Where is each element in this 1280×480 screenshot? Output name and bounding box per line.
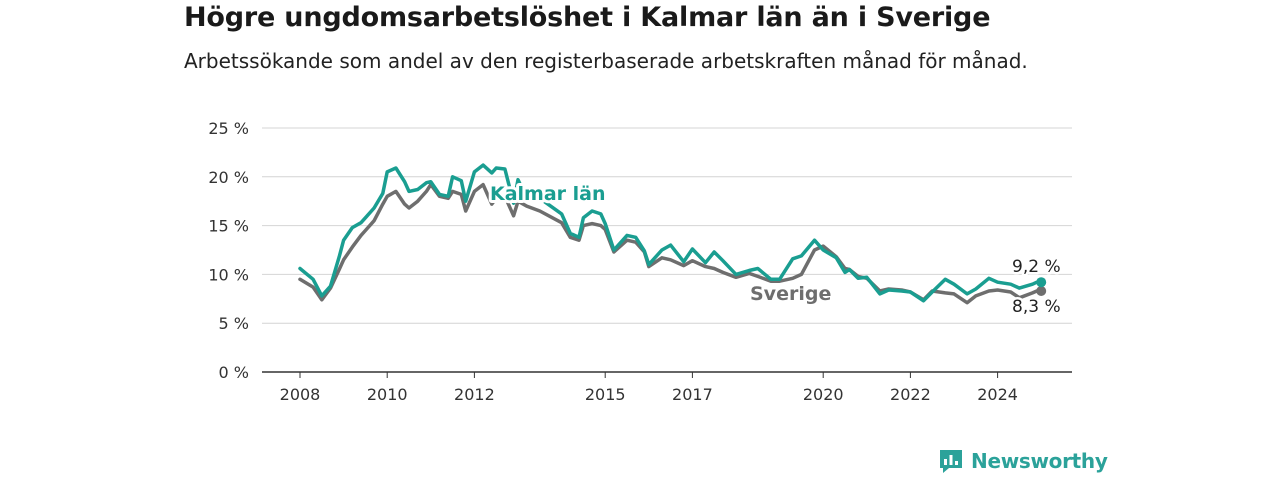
newsworthy-logo: Newsworthy [938, 448, 1108, 474]
label-kalmar-lan: Kalmar län [490, 183, 606, 205]
annotations: Kalmar län Sverige 9,2 % 8,3 % [487, 180, 1063, 320]
bar-chart-speech-bubble-icon [940, 450, 962, 473]
y-tick-label: 20 % [208, 168, 249, 187]
x-tick-label: 2010 [367, 385, 408, 404]
chart-title: Högre ungdomsarbetslöshet i Kalmar län ä… [184, 2, 991, 33]
x-tick-label: 2020 [803, 385, 844, 404]
x-tick-label: 2012 [454, 385, 495, 404]
x-tick-label: 2015 [585, 385, 626, 404]
end-value-label: 8,3 % [1012, 297, 1061, 317]
series-end-point [1036, 285, 1047, 296]
line-chart: 0 % 5 % 10 % 15 % 20 % 25 % 2008 2010 2012 2015 20… [208, 119, 1072, 404]
series-lines [298, 163, 1047, 305]
x-tick-label: 2017 [672, 385, 713, 404]
label-sverige: Sverige [750, 283, 831, 305]
gridlines [262, 127, 1072, 324]
chart-subtitle: Arbetssökande som andel av den registerb… [184, 49, 1028, 73]
brand-name: Newsworthy [971, 449, 1108, 473]
axes: 0 % 5 % 10 % 15 % 20 % 25 % 2008 2010 2012 2015 20… [208, 119, 1072, 404]
end-value-label: 9,2 % [1012, 257, 1061, 277]
series-end-point [1036, 277, 1047, 288]
x-tick-label: 2008 [280, 385, 321, 404]
x-tick-label: 2022 [890, 385, 931, 404]
y-tick-label: 10 % [208, 265, 249, 284]
y-tick-label: 0 % [219, 363, 249, 382]
series-line-kalmar-lan [298, 163, 1043, 303]
x-tick-label: 2024 [977, 385, 1018, 404]
y-tick-label: 15 % [208, 217, 249, 236]
y-tick-label: 25 % [208, 119, 249, 138]
y-tick-label: 5 % [219, 314, 249, 333]
